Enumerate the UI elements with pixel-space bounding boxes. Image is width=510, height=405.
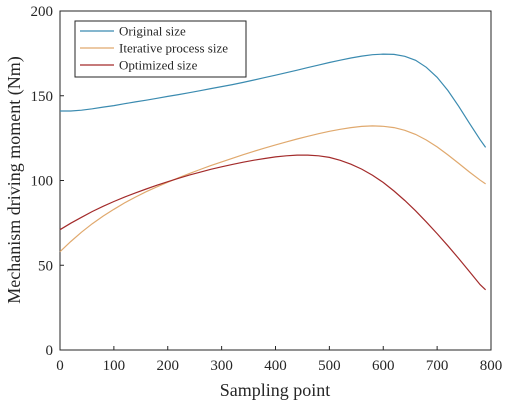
- y-axis-label: Mechanism driving moment (Nm): [4, 56, 25, 303]
- x-axis-ticks: 0 100 200 300 400 500 600 700 800: [56, 346, 502, 374]
- y-tick-label: 50: [38, 258, 53, 274]
- x-tick-label: 0: [56, 358, 64, 374]
- legend-label-2: Optimized size: [119, 58, 198, 73]
- y-axis-ticks: 0 50 100 150 200: [31, 4, 64, 359]
- x-tick-label: 400: [264, 358, 287, 374]
- y-tick-label: 150: [31, 89, 54, 105]
- x-tick-label: 600: [372, 358, 395, 374]
- legend-box: [74, 20, 247, 78]
- x-tick-label: 500: [318, 358, 341, 374]
- x-tick-label: 800: [480, 358, 503, 374]
- x-tick-label: 100: [103, 358, 126, 374]
- series-line-1: [59, 125, 486, 253]
- legend-label-1: Iterative process size: [119, 41, 228, 56]
- y-tick-label: 200: [31, 4, 54, 20]
- legend: Original size Iterative process size Optim…: [74, 20, 247, 78]
- x-tick-label: 700: [426, 358, 449, 374]
- x-tick-label: 300: [210, 358, 233, 374]
- y-tick-label: 0: [46, 343, 54, 359]
- series-line-2: [59, 154, 487, 291]
- legend-label-0: Original size: [119, 24, 186, 39]
- y-tick-label: 100: [31, 174, 54, 190]
- x-tick-label: 200: [157, 358, 180, 374]
- series-line-0: [60, 53, 487, 148]
- series-lines: [59, 53, 487, 291]
- x-axis-label: Sampling point: [220, 380, 331, 400]
